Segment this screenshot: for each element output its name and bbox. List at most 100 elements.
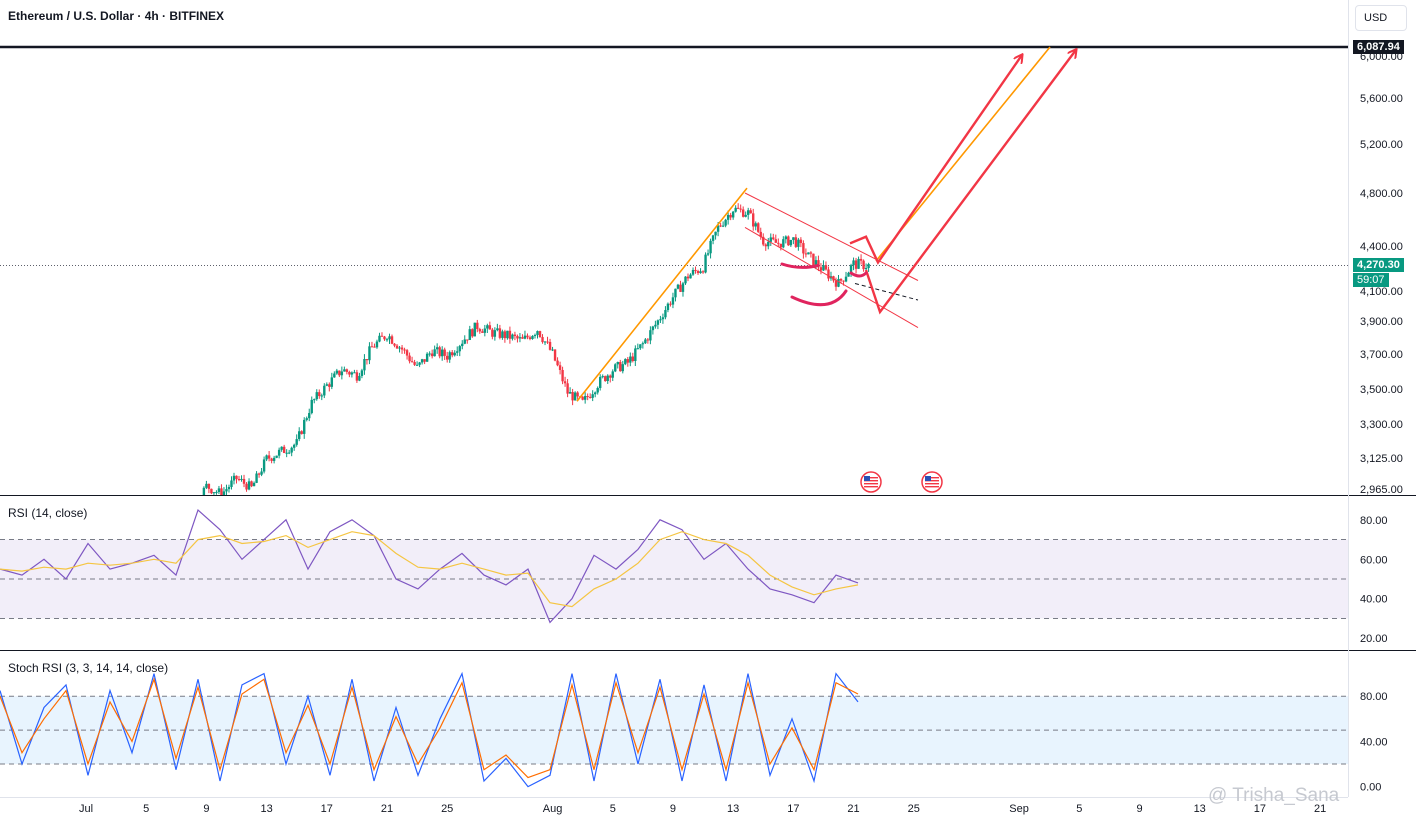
candle-body <box>734 207 737 212</box>
candle-body <box>463 339 466 344</box>
candle-body <box>634 348 637 362</box>
candle-body <box>290 447 293 453</box>
candle-body <box>626 359 629 363</box>
candle-body <box>183 515 185 525</box>
candle-body <box>355 372 359 381</box>
candle-body <box>754 223 757 227</box>
candle-body <box>583 396 587 400</box>
candle-body <box>599 376 602 388</box>
bullish-arrow-lower <box>864 50 1076 315</box>
candle-body <box>852 260 855 266</box>
time-axis-tick: Sep <box>1009 803 1029 815</box>
currency-button[interactable]: USD <box>1355 5 1407 31</box>
candle-body <box>486 325 489 329</box>
candle-body <box>581 396 584 400</box>
candle-body <box>168 531 170 533</box>
candle-body <box>328 384 331 387</box>
candle-body <box>418 362 421 365</box>
candle-body <box>348 371 351 375</box>
candle-body <box>415 364 419 366</box>
candle-body <box>867 264 870 268</box>
candle-body <box>764 244 767 247</box>
candle-body <box>410 361 414 363</box>
candle-body <box>193 512 195 515</box>
current-price-label: 4,270.30 <box>1353 258 1404 272</box>
price-axis-tick: 4,400.00 <box>1360 241 1403 253</box>
candle-body <box>621 364 624 372</box>
candle-body <box>222 491 226 495</box>
bullish-arrow-upper <box>849 55 1022 265</box>
us-flag-event-icon[interactable] <box>921 471 943 493</box>
candle-body <box>792 237 795 240</box>
candle-body <box>220 488 223 495</box>
oscillator-axis-tick: 80.00 <box>1360 515 1388 527</box>
candle-body <box>847 272 850 277</box>
candle-body <box>629 356 632 363</box>
candle-body <box>651 326 655 331</box>
price-axis-tick: 3,700.00 <box>1360 349 1403 361</box>
candle-body <box>752 213 755 227</box>
candle-body <box>741 209 745 217</box>
candle-body <box>814 260 818 266</box>
candle-body <box>606 375 609 381</box>
candle-body <box>277 449 281 456</box>
candle-body <box>501 331 504 338</box>
candle-body <box>446 355 449 360</box>
dashed-midline <box>854 283 919 301</box>
candle-body <box>859 258 863 261</box>
candle-body <box>280 446 283 450</box>
candle-body <box>604 376 607 381</box>
candle-body <box>686 276 690 279</box>
candle-body <box>619 362 622 372</box>
candle-body <box>802 243 805 254</box>
candle-body <box>330 377 334 387</box>
oscillator-axis-tick: 80.00 <box>1360 691 1388 703</box>
candle-body <box>185 515 187 516</box>
candle-body <box>716 225 720 232</box>
candle-body <box>744 214 747 217</box>
candle-body <box>641 343 645 345</box>
candle-body <box>323 385 326 396</box>
candle-body <box>794 237 798 247</box>
candle-body <box>365 359 369 361</box>
oscillator-axis-tick: 20.00 <box>1360 633 1388 645</box>
candle-body <box>242 478 246 484</box>
candle-body <box>360 370 364 376</box>
candle-body <box>701 271 705 273</box>
candle-body <box>257 473 261 475</box>
time-axis-tick: 25 <box>441 803 453 815</box>
candle-body <box>666 303 670 311</box>
candle-body <box>862 260 865 270</box>
candle-body <box>711 235 715 241</box>
oscillator-series-line <box>0 508 859 624</box>
candle-body <box>593 392 597 395</box>
oscillator-series-line <box>0 677 859 779</box>
time-axis-tick: 13 <box>260 803 272 815</box>
candle-body <box>674 288 677 298</box>
candle-body <box>198 502 200 503</box>
candle-body <box>358 375 361 381</box>
candle-body <box>518 337 522 339</box>
candle-body <box>335 370 339 374</box>
candle-body <box>310 399 313 414</box>
candle-body <box>694 269 697 272</box>
candle-body <box>721 225 725 227</box>
candle-body <box>165 534 167 536</box>
candle-body <box>548 341 552 350</box>
candle-body <box>466 339 469 341</box>
candle-body <box>385 339 389 341</box>
us-flag-event-icon[interactable] <box>860 471 882 493</box>
candle-body <box>817 260 820 268</box>
candle-body <box>849 265 853 273</box>
time-axis-tick: 9 <box>203 803 209 815</box>
candle-body <box>812 253 815 266</box>
candle-body <box>807 252 810 255</box>
candle-body <box>844 276 848 282</box>
candle-body <box>739 208 742 210</box>
candle-body <box>819 267 823 271</box>
candle-body <box>759 231 762 237</box>
candle-body <box>453 352 456 356</box>
candle-body <box>252 482 256 487</box>
